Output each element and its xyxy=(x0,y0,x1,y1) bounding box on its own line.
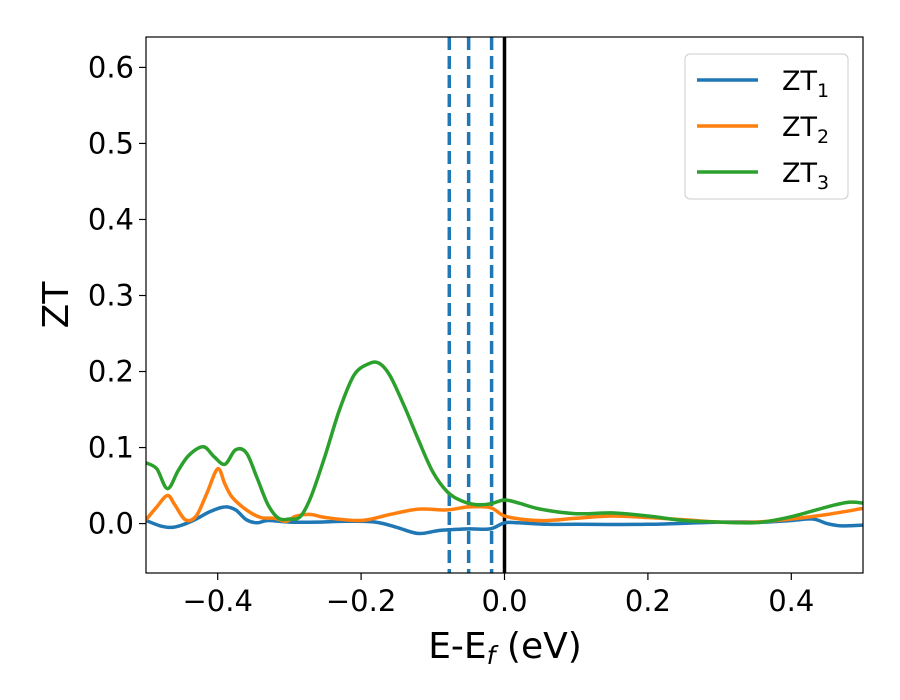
legend-label-zt1: ZT1 xyxy=(782,66,829,102)
y-tick-label: 0.3 xyxy=(88,278,134,312)
legend: ZT1 ZT2 ZT3 xyxy=(684,53,849,200)
y-tick-label: 0.4 xyxy=(88,202,134,236)
reference-lines xyxy=(447,37,507,573)
legend-box xyxy=(684,53,849,200)
x-tick-label: −0.2 xyxy=(326,584,396,618)
y-axis-title: ZT xyxy=(36,281,77,329)
series-line-zt3 xyxy=(146,360,863,525)
y-tick-label: 0.5 xyxy=(88,126,134,160)
x-axis: −0.4 −0.2 0.0 0.2 0.4 xyxy=(182,573,814,618)
x-tick-label: 0.0 xyxy=(481,584,527,618)
y-tick-label: 0.2 xyxy=(88,355,134,389)
x-tick-label: −0.4 xyxy=(182,584,252,618)
series-layer xyxy=(146,360,863,536)
x-tick-label: 0.4 xyxy=(768,584,814,618)
y-tick-label: 0.0 xyxy=(88,507,134,541)
x-axis-title: E-Ef (eV) xyxy=(428,626,582,670)
y-tick-label: 0.6 xyxy=(88,50,134,84)
y-tick-label: 0.1 xyxy=(88,431,134,465)
y-axis: 0.0 0.1 0.2 0.3 0.4 0.5 0.6 xyxy=(88,50,146,541)
legend-label-zt3: ZT3 xyxy=(782,158,829,194)
legend-label-zt2: ZT2 xyxy=(782,112,829,148)
x-tick-label: 0.2 xyxy=(625,584,671,618)
